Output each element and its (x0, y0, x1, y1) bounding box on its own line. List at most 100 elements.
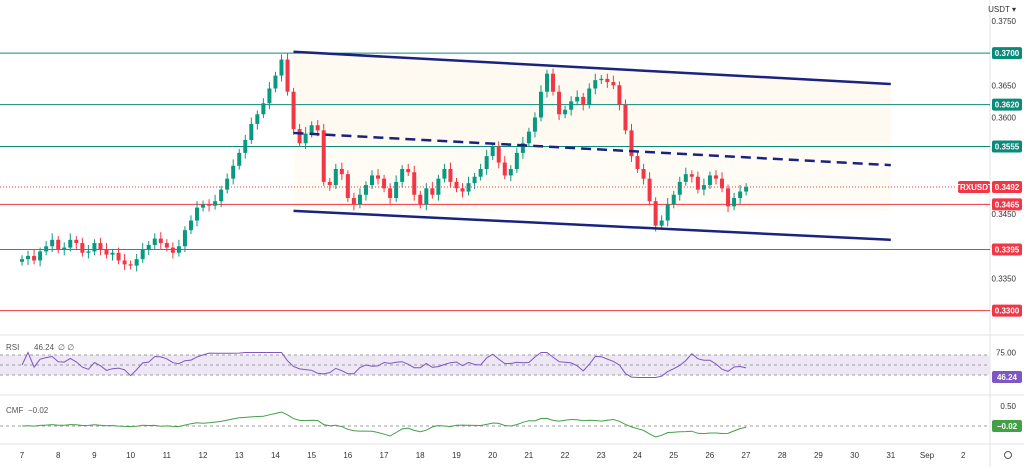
candle-body (394, 181, 399, 198)
candle-body (689, 174, 694, 177)
candle-body (201, 204, 206, 208)
resistance-price-tag-bg (992, 47, 1022, 60)
candle-body (677, 181, 682, 195)
candle-body (376, 175, 381, 179)
date-tick-label: 12 (199, 451, 208, 460)
date-tick-label: 20 (488, 451, 497, 460)
candle-body (285, 59, 290, 92)
candle-body (732, 197, 737, 207)
candle-body (647, 178, 652, 202)
candle-body (74, 239, 79, 244)
candle-body (339, 169, 344, 175)
candle-body (623, 104, 628, 131)
candle-body (563, 109, 568, 115)
candle-body (520, 143, 525, 153)
candle-body (357, 194, 362, 205)
last-price-tag-bg (992, 181, 1022, 194)
candle-body (176, 246, 181, 253)
candle-body (188, 220, 193, 231)
candle-body (291, 91, 296, 130)
candle-body (526, 131, 531, 144)
candle-body (671, 194, 676, 205)
candle-body (460, 188, 465, 192)
candle-body (726, 188, 731, 207)
settings-icon[interactable] (1004, 451, 1012, 459)
candle-body (545, 73, 550, 92)
candle-body (26, 255, 31, 260)
candle-body (225, 178, 230, 190)
candle-body (267, 88, 272, 104)
candle-body (321, 130, 326, 182)
candle-body (629, 130, 634, 157)
date-tick-label: 30 (850, 451, 859, 460)
support-price-tag: 0.3465 (995, 200, 1020, 209)
candle-body (116, 252, 121, 261)
candle-body (581, 96, 586, 105)
date-tick-label: 16 (343, 451, 352, 460)
date-tick-label: 7 (20, 451, 25, 460)
rsi-value-tag: 46.24 (997, 373, 1018, 382)
candle-body (454, 181, 459, 189)
channel-zone (293, 51, 891, 144)
candle-body (170, 247, 175, 253)
candle-body (720, 178, 725, 189)
date-tick-label: 28 (778, 451, 787, 460)
candle-body (406, 169, 411, 173)
candle-body (508, 169, 513, 176)
candle-body (532, 117, 537, 132)
date-tick-label: 8 (56, 451, 61, 460)
candle-body (134, 259, 139, 266)
candle-body (575, 96, 580, 102)
cmf-label: CMF (6, 406, 23, 415)
currency-selector: USDT ▾ (988, 5, 1016, 14)
channel-middle-line[interactable] (293, 131, 891, 167)
candle-body (514, 152, 519, 169)
candle-body (62, 247, 67, 250)
channel-lower-line[interactable] (293, 209, 891, 242)
candle-body (243, 140, 248, 153)
rsi-level-label: 75.00 (996, 349, 1017, 358)
candle-body (593, 80, 598, 89)
cmf-value-label: −0.02 (28, 406, 49, 415)
candle-body (617, 85, 622, 105)
candle-body (110, 252, 115, 255)
candle-body (448, 169, 453, 182)
candle-body (557, 91, 562, 115)
support-price-tag: 0.3300 (995, 307, 1020, 316)
date-tick-label: 24 (633, 451, 642, 460)
candle-body (538, 91, 543, 118)
support-price-tag-bg (992, 198, 1022, 211)
candle-body (255, 114, 260, 124)
candle-body (207, 204, 212, 206)
candle-body (490, 146, 495, 157)
candle-body (351, 197, 356, 205)
candle-body (611, 82, 616, 86)
resistance-price-tag: 0.3555 (995, 142, 1020, 151)
candle-body (551, 73, 556, 92)
channel-upper-line[interactable] (293, 50, 891, 86)
last-price-tag: 0.3492 (995, 183, 1020, 192)
candle-body (44, 246, 49, 252)
date-tick-label: 27 (742, 451, 751, 460)
rsi-label: RSI (6, 343, 19, 352)
candle-body (484, 156, 489, 169)
candle-body (98, 243, 103, 250)
date-tick-label: 26 (705, 451, 714, 460)
candle-body (382, 178, 387, 189)
cmf-value-tag-bg (992, 420, 1022, 432)
candle-body (599, 78, 604, 81)
candle-body (68, 239, 73, 248)
resistance-price-tag-bg (992, 140, 1022, 153)
candle-body (695, 176, 700, 190)
candle-body (104, 249, 109, 255)
rsi-line (21, 351, 747, 378)
price-tick-label: 0.3450 (992, 210, 1017, 219)
candle-body (122, 260, 127, 265)
candle-body (195, 207, 200, 221)
candle-body (231, 165, 236, 179)
cmf-value-tag: −0.02 (997, 422, 1018, 431)
candle-body (128, 264, 133, 266)
resistance-price-tag: 0.3700 (995, 49, 1020, 58)
